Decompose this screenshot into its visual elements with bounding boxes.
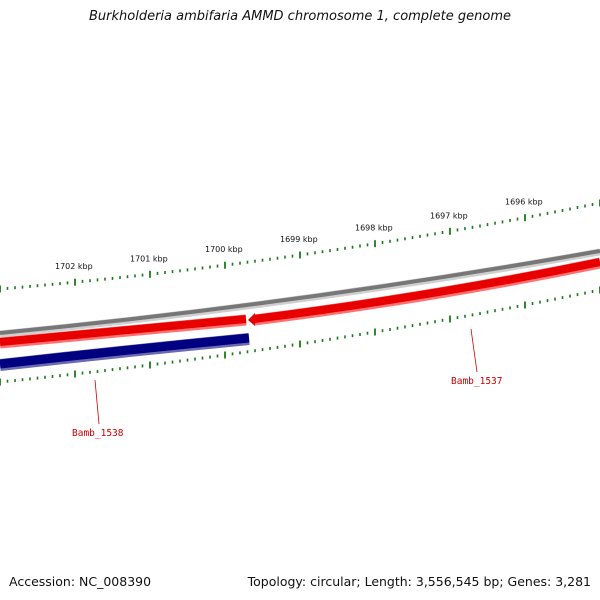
genome-summary-text: Topology: circular; Length: 3,556,545 bp… xyxy=(247,574,591,589)
gene-label-bamb-1538[interactable]: Bamb_1538 xyxy=(72,428,124,439)
kbp-label: 1697 kbp xyxy=(430,211,468,220)
kbp-label: 1700 kbp xyxy=(205,245,243,254)
gene-label-bamb-1537[interactable]: Bamb_1537 xyxy=(451,376,502,387)
leader-line-bamb-1537 xyxy=(470,328,478,373)
gene-forward-left-core xyxy=(0,315,247,346)
kbp-label: 1699 kbp xyxy=(280,235,318,244)
gene-bamb-1538-core xyxy=(0,333,250,369)
backbone-track-core xyxy=(0,249,600,335)
gene-bamb-1537-arrow xyxy=(248,313,255,326)
gene-bamb-1537-core xyxy=(253,258,600,323)
inner-ruler-ticks xyxy=(0,286,600,386)
kbp-label: 1702 kbp xyxy=(55,262,93,271)
kbp-label: 1698 kbp xyxy=(355,224,393,233)
genome-title: Burkholderia ambifaria AMMD chromosome 1… xyxy=(88,9,512,24)
kbp-label: 1696 kbp xyxy=(505,198,543,207)
outer-ruler-ticks xyxy=(0,199,600,293)
kbp-label: 1701 kbp xyxy=(130,254,168,263)
accession-text: Accession: NC_008390 xyxy=(9,574,152,589)
kbp-labels: 1702 kbp 1701 kbp 1700 kbp 1699 kbp 1698 kbp… xyxy=(55,198,543,272)
leader-line-bamb-1538 xyxy=(94,379,100,425)
